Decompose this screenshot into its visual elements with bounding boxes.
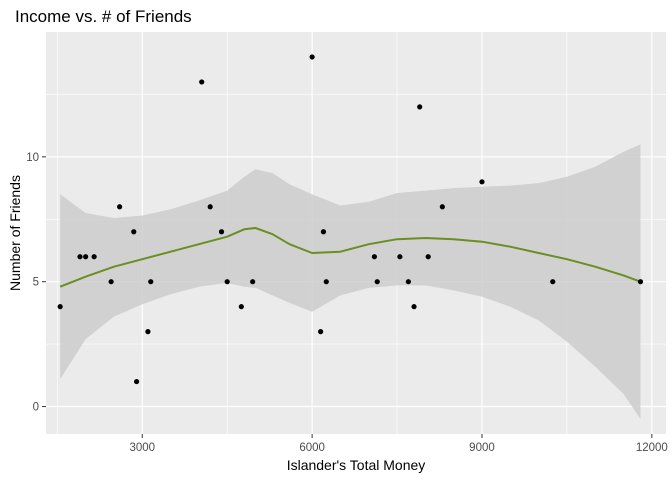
data-point — [405, 279, 411, 285]
data-point — [91, 254, 97, 260]
data-point — [318, 329, 324, 335]
data-point — [207, 204, 213, 210]
data-point — [417, 104, 423, 110]
x-tick-label: 12000 — [636, 442, 668, 454]
data-point — [397, 254, 403, 260]
data-point — [439, 204, 445, 210]
x-tick-label: 9000 — [469, 442, 495, 454]
data-point — [250, 279, 256, 285]
data-point — [479, 179, 485, 185]
y-axis: 0 5 10 — [26, 152, 46, 414]
x-tick-label: 6000 — [299, 442, 325, 454]
data-point — [309, 54, 315, 60]
data-point — [425, 254, 431, 260]
data-point — [133, 378, 140, 385]
smooth-line — [59, 227, 641, 288]
confidence-band-layer — [60, 144, 641, 419]
data-point — [320, 229, 327, 235]
x-tick-label: 3000 — [129, 442, 155, 454]
x-axis: 3000 6000 9000 12000 — [129, 434, 668, 454]
data-point — [83, 254, 89, 260]
data-point — [77, 254, 83, 260]
data-point — [323, 279, 329, 285]
data-point — [550, 279, 556, 285]
data-point — [57, 304, 63, 310]
data-point — [238, 304, 244, 310]
data-point — [145, 329, 151, 335]
data-point — [411, 304, 417, 310]
data-point — [371, 254, 378, 260]
data-point — [218, 229, 225, 235]
data-point — [148, 279, 154, 285]
scatter-points — [57, 54, 644, 385]
data-point — [637, 279, 644, 285]
data-point — [374, 279, 380, 285]
confidence-band — [60, 144, 641, 419]
chart-title: Income vs. # of Friends — [15, 7, 192, 26]
y-tick-label: 10 — [26, 152, 39, 164]
data-point — [199, 79, 205, 85]
smooth-line-layer — [59, 227, 641, 288]
data-point — [117, 204, 123, 210]
data-point — [131, 229, 137, 235]
y-tick-label: 0 — [33, 402, 39, 414]
x-axis-title: Islander's Total Money — [287, 457, 426, 473]
y-axis-title: Number of Friends — [7, 175, 23, 291]
y-tick-label: 5 — [33, 277, 39, 289]
data-point — [108, 279, 114, 285]
data-point — [224, 279, 230, 285]
